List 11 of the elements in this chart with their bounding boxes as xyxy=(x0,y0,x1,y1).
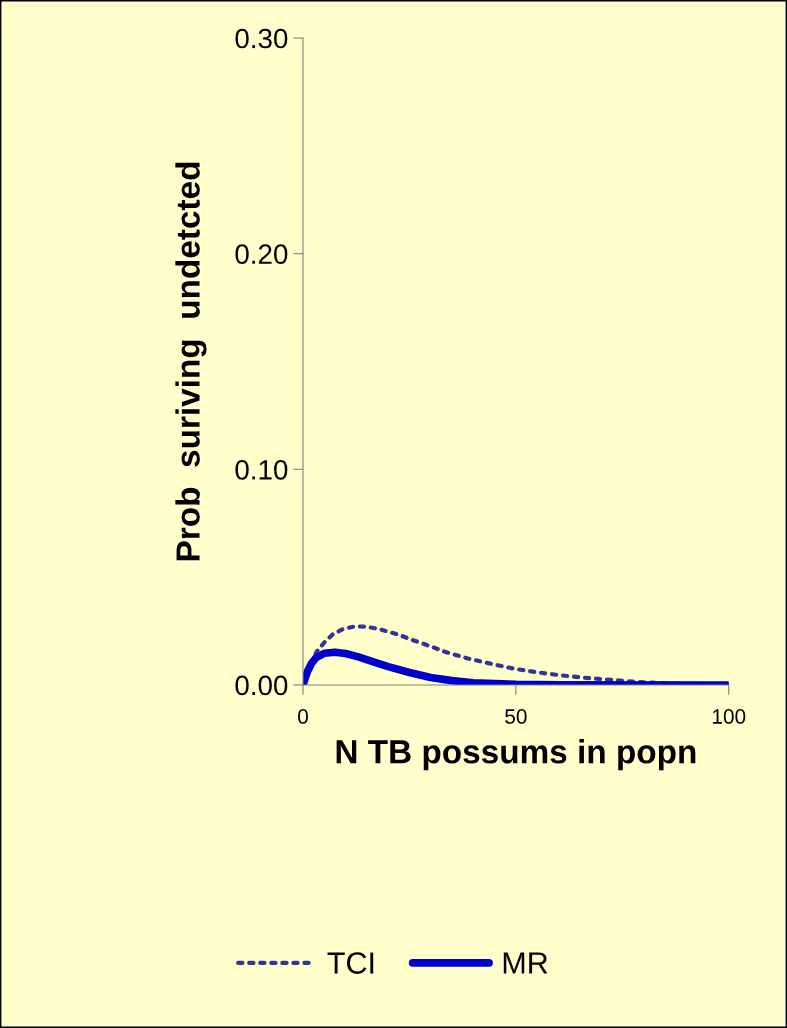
x-tick-label: 100 xyxy=(712,709,746,724)
x-tick-label: 50 xyxy=(505,709,527,724)
x-axis-title: N TB possums in popn xyxy=(336,739,696,771)
legend-label: TCI xyxy=(327,952,374,974)
y-tick-label: 0.20 xyxy=(235,244,288,265)
y-tick-label: 0.10 xyxy=(235,459,288,480)
y-axis-title: Prob suriving undetcted xyxy=(175,162,207,561)
y-tick-label: 0.30 xyxy=(235,28,288,49)
legend-label: MR xyxy=(503,952,548,974)
y-tick-label: 0.00 xyxy=(235,675,288,696)
x-tick-label: 0 xyxy=(298,709,308,724)
